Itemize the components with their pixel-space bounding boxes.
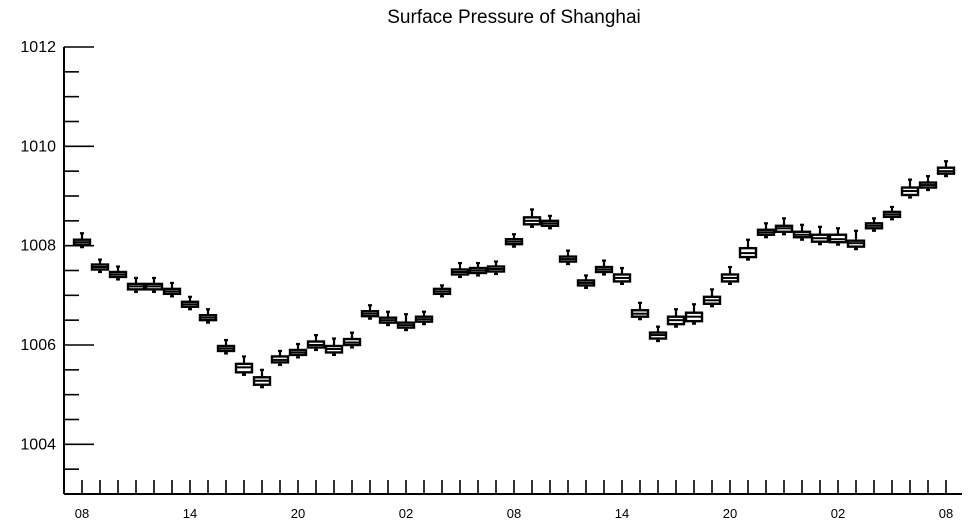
box-item <box>648 325 668 343</box>
y-tick-label: 1006 <box>20 337 56 354</box>
box-item <box>126 276 146 293</box>
y-tick-label: 1010 <box>20 138 56 155</box>
box-item <box>72 232 92 249</box>
plot-axes: 1004 1006 1008 1010 1012 08 14 20 02 08 14 20 02 08 <box>20 39 962 521</box>
x-tick-label: 02 <box>831 506 845 521</box>
chart-title: Surface Pressure of Shanghai <box>387 7 641 28</box>
box-item <box>306 333 326 352</box>
box-item <box>684 303 704 325</box>
box-item <box>522 208 542 228</box>
box-series <box>72 160 956 389</box>
box-item <box>270 349 290 366</box>
box-item <box>576 274 596 289</box>
box-item <box>738 238 758 261</box>
box-item <box>198 308 218 324</box>
box-item <box>774 217 794 236</box>
box-item <box>396 313 416 332</box>
box-item <box>918 175 938 192</box>
box-item <box>144 276 164 293</box>
box-item <box>846 229 866 251</box>
box-item <box>342 331 362 349</box>
box-item <box>900 178 920 199</box>
box-item <box>360 304 380 320</box>
y-tick-label: 1008 <box>20 238 56 255</box>
box-item <box>702 288 722 308</box>
box-item <box>108 265 128 281</box>
box-item <box>792 223 812 241</box>
box-item <box>720 265 740 286</box>
box-item <box>594 259 614 276</box>
box-item <box>162 281 182 298</box>
box-item <box>864 217 884 232</box>
box-item <box>450 261 470 279</box>
box-item <box>612 266 632 286</box>
y-tick-label: 1004 <box>20 436 56 453</box>
box-item <box>216 338 236 355</box>
box-item <box>558 249 578 266</box>
box-item <box>936 160 956 178</box>
box-item <box>90 258 110 274</box>
box-item <box>504 233 524 248</box>
y-tick-label: 1012 <box>20 39 56 56</box>
box-item <box>324 337 344 357</box>
box-item <box>414 310 434 326</box>
x-tick-label: 20 <box>291 506 305 521</box>
x-tick-label: 14 <box>183 506 197 521</box>
x-tick-label: 02 <box>399 506 413 521</box>
box-item <box>234 355 254 376</box>
box-item <box>468 261 488 277</box>
x-tick-label: 08 <box>507 506 521 521</box>
box-item <box>486 260 506 276</box>
box-item <box>666 308 686 328</box>
x-tick-label: 14 <box>615 506 629 521</box>
box-item <box>540 214 560 230</box>
box-item <box>180 295 200 311</box>
box-item <box>252 368 272 389</box>
box-item <box>828 227 848 246</box>
box-item <box>630 301 650 321</box>
x-tick-label: 08 <box>939 506 953 521</box>
box-item <box>882 205 902 221</box>
box-item <box>288 342 308 359</box>
box-item <box>432 284 452 298</box>
x-tick-label: 20 <box>723 506 737 521</box>
box-item <box>756 222 776 239</box>
x-tick-label: 08 <box>75 506 89 521</box>
box-item <box>378 310 398 327</box>
box-item <box>810 225 830 246</box>
